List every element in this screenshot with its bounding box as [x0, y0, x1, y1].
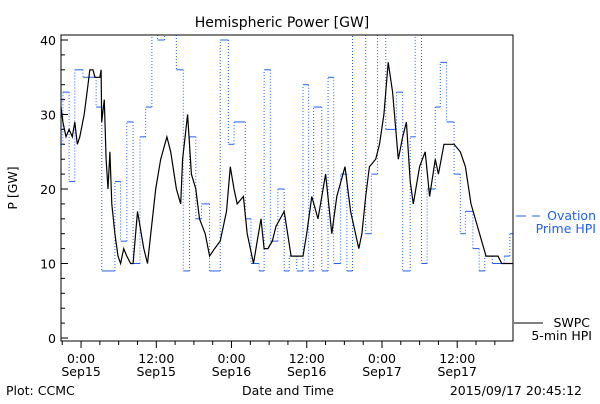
y-axis-label: P [GW] — [5, 166, 20, 209]
x-tick-time: 0:00 — [67, 351, 95, 366]
y-tick-label: 10 — [40, 257, 56, 272]
x-tick-date: Sep15 — [137, 364, 176, 379]
plot-credit: Plot: CCMC — [6, 383, 75, 398]
chart-title: Hemispheric Power [GW] — [195, 15, 370, 31]
legend-ovation: Ovation Prime HPI — [516, 208, 596, 236]
x-tick-time: 12:00 — [138, 351, 174, 366]
legend-swpc-label-1: SWPC — [553, 315, 590, 330]
x-tick-time: 12:00 — [289, 351, 325, 366]
x-tick-time: 12:00 — [439, 351, 475, 366]
legend-swpc: SWPC 5-min HPI — [514, 315, 592, 343]
x-axis-label: Date and Time — [242, 383, 334, 398]
y-tick-label: 20 — [40, 182, 56, 197]
legend-ovation-label-1: Ovation — [547, 208, 596, 223]
x-tick-date: Sep17 — [362, 364, 401, 379]
legend-swpc-label-2: 5-min HPI — [531, 328, 592, 343]
swpc-line — [60, 62, 513, 266]
y-tick-label: 30 — [40, 108, 56, 123]
timestamp: 2015/09/17 20:45:12 — [450, 383, 582, 398]
x-tick-date: Sep15 — [61, 364, 100, 379]
y-tick-label: 0 — [48, 331, 56, 346]
plot-frame — [60, 34, 514, 342]
x-tick-time: 0:00 — [217, 351, 245, 366]
x-tick-date: Sep16 — [287, 364, 327, 379]
x-tick-date: Sep17 — [437, 364, 476, 379]
legend-ovation-label-2: Prime HPI — [536, 221, 596, 236]
x-tick-time: 0:00 — [368, 351, 396, 366]
y-tick-label: 40 — [40, 33, 56, 48]
x-tick-date: Sep16 — [212, 364, 252, 379]
